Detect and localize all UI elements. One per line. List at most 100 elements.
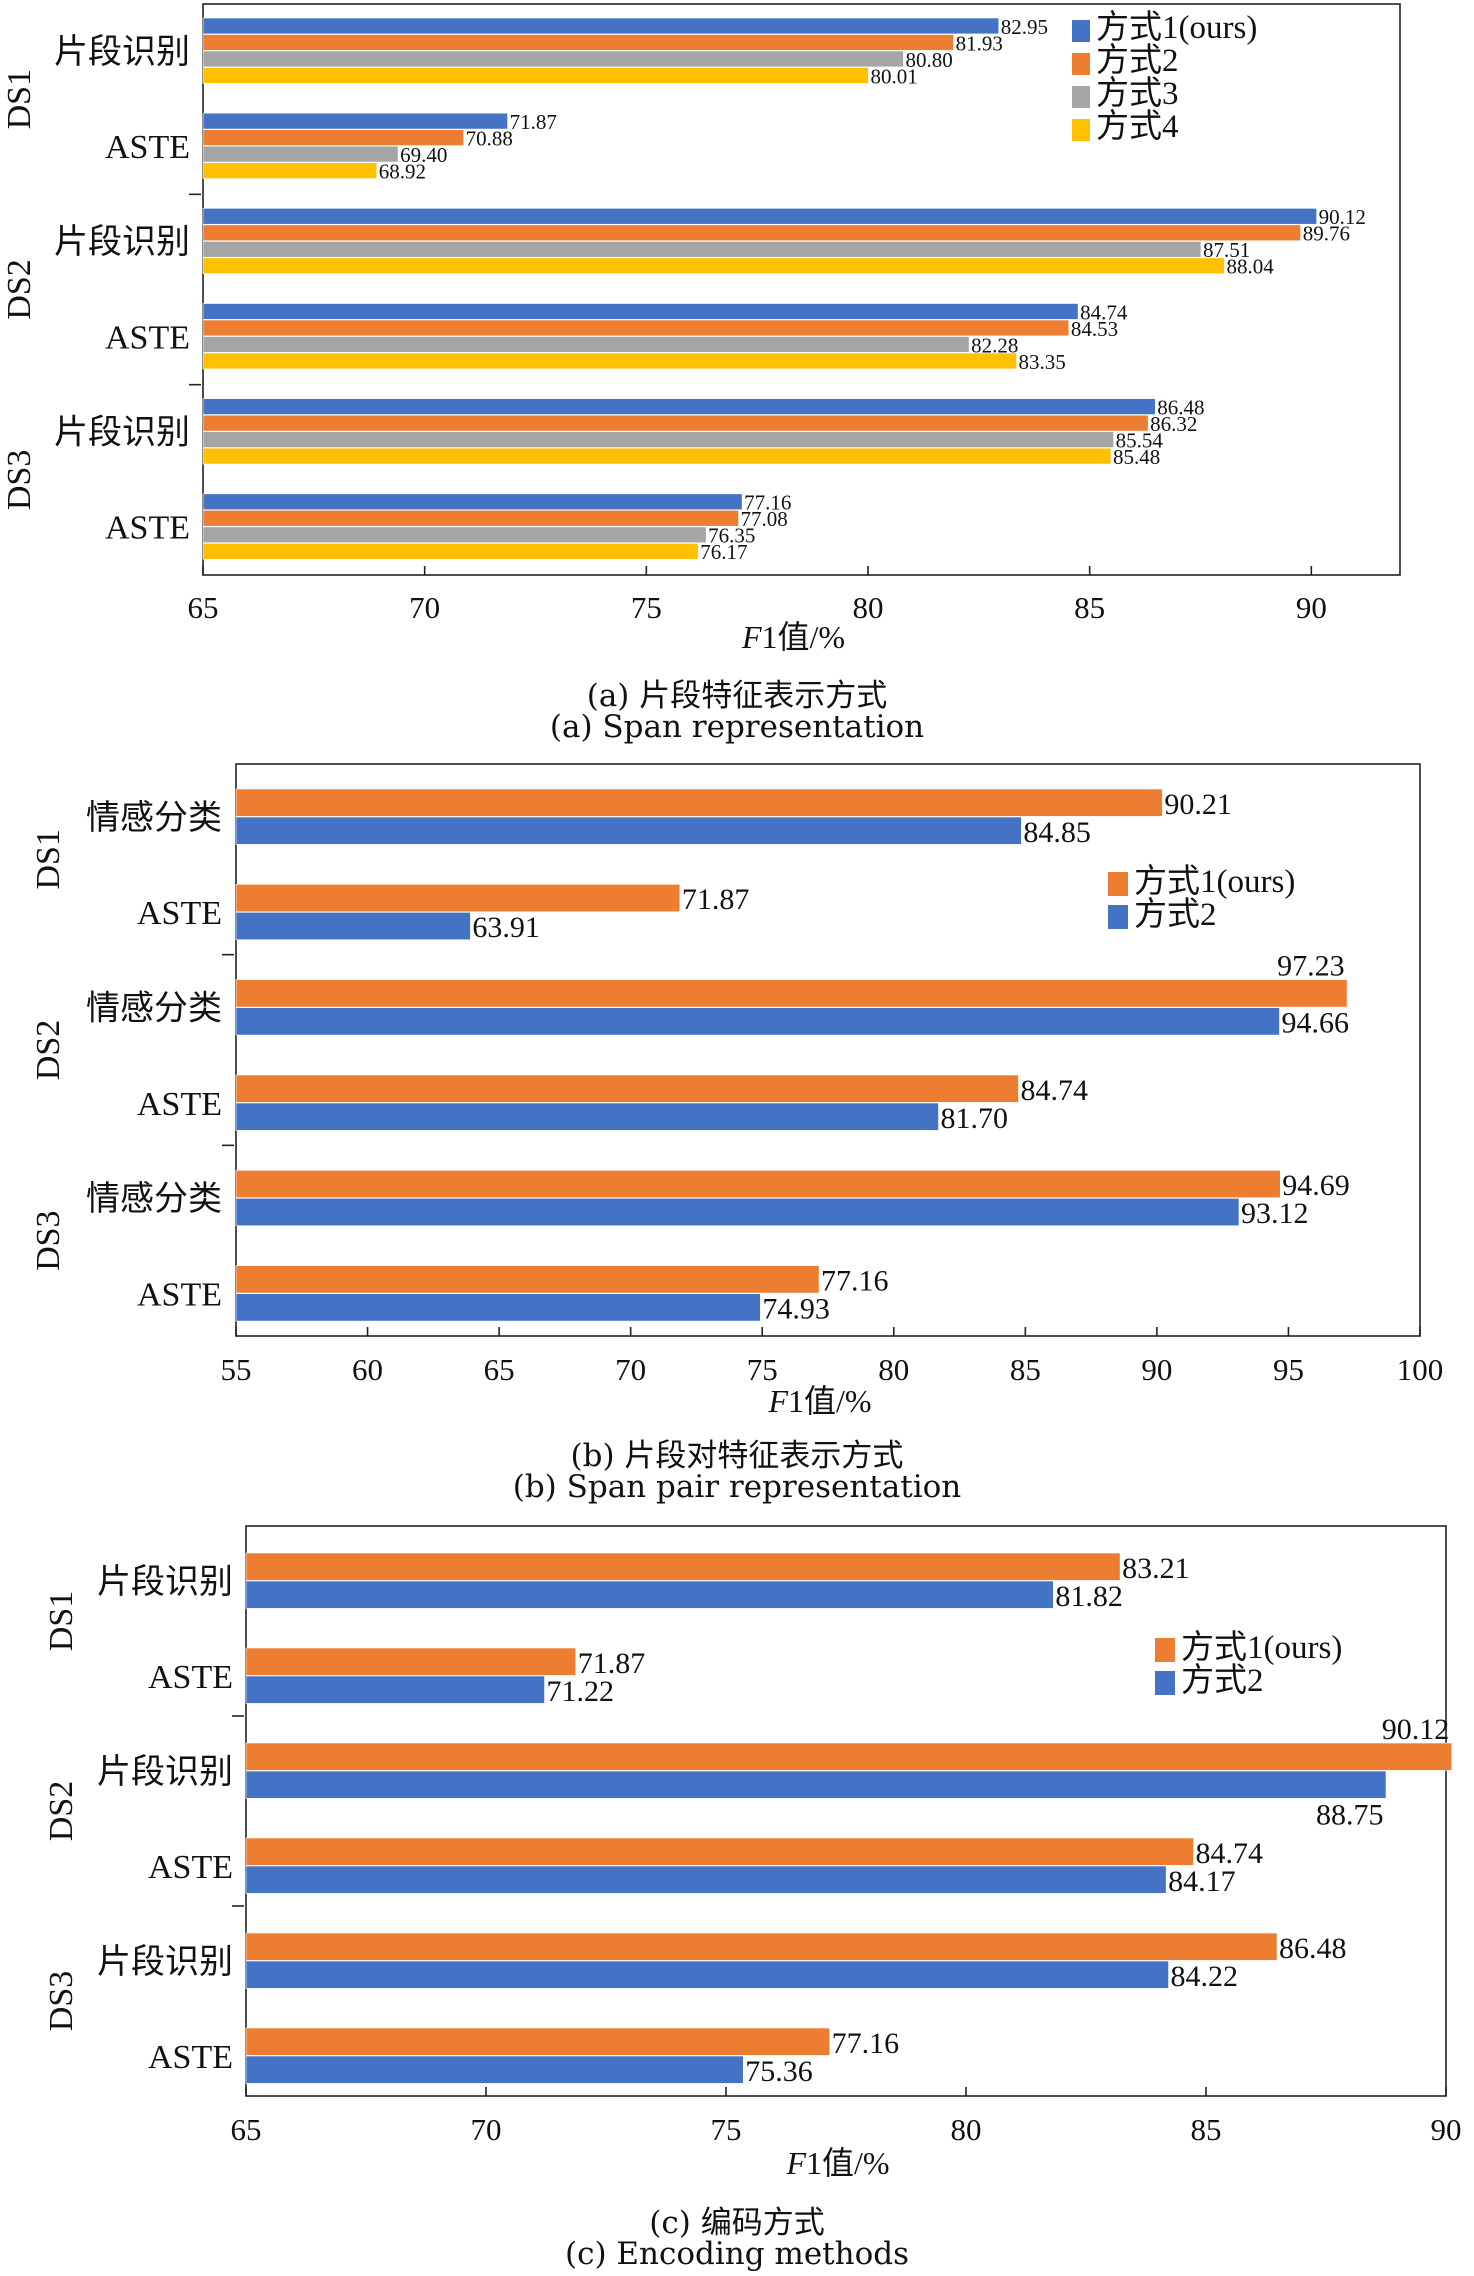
bar: [235, 1170, 1281, 1199]
chart-a-span-representation: 65 70 75 80 85 90F1值/%DS1片段识别82.9581.9380.808…: [1, 3, 1401, 655]
bar-value-label: 68.92: [379, 159, 426, 183]
bar-value-label: 93.12: [1241, 1197, 1309, 1230]
caption-c-en: (c) Encoding methods: [564, 2236, 910, 2272]
x-tick-label: 85: [1074, 590, 1105, 625]
category-label: ASTE: [137, 1086, 222, 1123]
bar: [245, 1865, 1167, 1894]
bar-value-label: 86.48: [1157, 395, 1204, 419]
bar: [245, 1552, 1121, 1581]
bar: [202, 34, 954, 51]
bar: [245, 1647, 577, 1676]
bar: [202, 129, 464, 146]
bar: [235, 912, 471, 941]
bar: [202, 447, 1112, 465]
bar-value-label: 84.17: [1168, 1865, 1236, 1898]
legend-swatch: [1108, 905, 1128, 929]
bar: [202, 241, 1202, 258]
bar: [245, 2027, 830, 2056]
legend-swatch: [1072, 20, 1090, 42]
x-tick-label: 90: [1431, 2112, 1462, 2147]
bar: [235, 816, 1022, 845]
bar: [245, 1742, 1453, 1771]
x-axis-label-rest: 1值/%: [788, 1383, 872, 1419]
group-label-ds1: DS1: [30, 829, 67, 889]
group-label-ds3: DS3: [43, 1971, 80, 2031]
bar: [202, 352, 1017, 370]
bar: [245, 1932, 1278, 1961]
group-label-ds2: DS2: [1, 259, 38, 319]
bar: [202, 112, 508, 130]
category-label: 片段识别: [54, 414, 190, 452]
group-label-ds2: DS2: [30, 1020, 67, 1080]
bar: [202, 398, 1156, 415]
legend-label: 方式4: [1096, 108, 1179, 145]
bar: [202, 17, 1000, 35]
bar-value-label: 86.32: [1150, 412, 1197, 436]
legend-label: 方式2: [1181, 1662, 1264, 1699]
bar-value-label: 85.48: [1113, 445, 1160, 469]
bar-value-label: 84.74: [1196, 1837, 1264, 1870]
category-label: ASTE: [105, 510, 190, 547]
x-axis-label: F1值/%: [767, 1383, 871, 1419]
category-label: 情感分类: [86, 1180, 222, 1218]
bar-value-label: 77.16: [832, 2027, 900, 2060]
group-label-ds1: DS1: [43, 1591, 80, 1651]
bar-value-label: 89.76: [1303, 222, 1350, 246]
bar-value-label: 86.48: [1279, 1932, 1347, 1965]
x-tick-label: 80: [878, 1352, 909, 1387]
plot-frame: [202, 3, 1401, 576]
bar: [235, 1074, 1019, 1103]
group-label-ds3: DS3: [30, 1210, 67, 1270]
category-label: 片段识别: [54, 33, 190, 71]
bar: [202, 493, 743, 511]
bar: [235, 979, 1348, 1008]
bar: [235, 788, 1163, 817]
bar-value-label: 81.93: [956, 31, 1003, 55]
x-tick-label: 90: [1141, 1352, 1172, 1387]
bar: [202, 319, 1070, 337]
legend-label: 方式3: [1096, 75, 1179, 112]
bar-value-label: 97.23: [1277, 950, 1345, 983]
legend-label: 方式1(ours): [1134, 863, 1295, 900]
caption-b-cn: (b) 片段对特征表示方式: [570, 1438, 904, 1474]
caption-c-cn: (c) 编码方式: [649, 2205, 825, 2241]
bar-value-label: 88.75: [1316, 1799, 1384, 1832]
legend-swatch: [1072, 119, 1090, 141]
x-axis-label: F1值/%: [785, 2145, 889, 2181]
x-tick-label: 70: [409, 590, 440, 625]
bar-value-label: 83.21: [1122, 1552, 1190, 1585]
x-tick-label: 75: [711, 2112, 742, 2147]
bar: [202, 50, 904, 68]
x-axis-label-italic: F: [785, 2145, 806, 2181]
bar: [235, 884, 681, 913]
category-label: 片段识别: [97, 1753, 233, 1791]
bar-value-label: 71.87: [682, 883, 750, 916]
bar: [235, 1102, 939, 1131]
bar-value-label: 77.16: [821, 1264, 889, 1297]
bar-value-label: 77.08: [741, 507, 788, 531]
bar-value-label: 70.88: [466, 126, 513, 150]
bar-value-label: 84.74: [1020, 1074, 1088, 1107]
bar-value-label: 75.36: [745, 2055, 813, 2088]
bar: [202, 208, 1317, 225]
x-tick-label: 65: [484, 1352, 515, 1387]
x-tick-label: 65: [231, 2112, 262, 2147]
bar-value-label: 94.66: [1281, 1006, 1349, 1039]
bar: [202, 510, 739, 527]
bar-value-label: 76.35: [708, 524, 755, 548]
plot-frame: [245, 1525, 1447, 2097]
x-tick-label: 60: [352, 1352, 383, 1387]
legend-swatch: [1072, 53, 1090, 75]
x-tick-label: 85: [1191, 2112, 1222, 2147]
category-label: 情感分类: [86, 990, 222, 1028]
bar-value-label: 90.21: [1164, 788, 1232, 821]
caption-a-en: (a) Span representation: [549, 709, 925, 745]
bar-value-label: 63.91: [472, 911, 540, 944]
bar-value-label: 80.80: [905, 48, 952, 72]
legend-label: 方式1(ours): [1096, 9, 1257, 46]
category-label: ASTE: [148, 1849, 233, 1886]
x-tick-label: 80: [951, 2112, 982, 2147]
bar: [202, 526, 707, 544]
legend-swatch: [1072, 86, 1090, 108]
plot-frame: [235, 763, 1421, 1337]
